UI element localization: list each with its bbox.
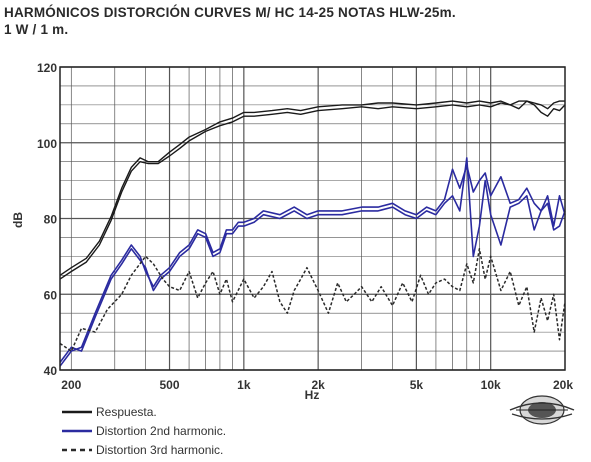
- x-axis-label: Hz: [305, 388, 320, 402]
- x-tick-label: 5k: [410, 378, 424, 392]
- series-line-4: [59, 157, 566, 363]
- legend-label: Respuesta.: [96, 405, 157, 419]
- series-line-3: [59, 164, 566, 367]
- legend-label: Distortion 3rd harmonic.: [96, 443, 223, 457]
- series-line-2: [59, 100, 566, 280]
- title-block: HARMÓNICOS DISTORCIÓN CURVES M/ HC 14-25…: [4, 4, 456, 38]
- series-line-5: [59, 248, 566, 352]
- plot-frame: [59, 66, 566, 371]
- x-tick-label: 500: [160, 378, 180, 392]
- y-tick-label: 60: [44, 288, 58, 302]
- chart-title: HARMÓNICOS DISTORCIÓN CURVES M/ HC 14-25…: [4, 5, 456, 20]
- y-tick-label: 100: [37, 137, 57, 151]
- y-tick-label: 80: [44, 213, 58, 227]
- y-tick-label: 120: [37, 61, 57, 75]
- legend-label: Distortion 2nd harmonic.: [96, 424, 226, 438]
- legend: Respuesta. Distortion 2nd harmonic. Distor…: [62, 405, 226, 457]
- y-tick-label: 40: [44, 364, 58, 378]
- y-tick-labels: 40 60 80 100 120: [37, 61, 57, 378]
- x-tick-label: 20k: [553, 378, 573, 392]
- x-tick-label: 1k: [237, 378, 251, 392]
- chart-series: [59, 100, 566, 367]
- y-axis-label: dB: [11, 212, 25, 228]
- x-tick-label: 10k: [481, 378, 501, 392]
- brand-emblem-icon: [509, 395, 575, 425]
- series-line-1: [59, 100, 565, 276]
- chart-subtitle: 1 W / 1 m.: [4, 22, 69, 37]
- x-tick-labels: 200 500 1k 2k 5k 10k 20k: [61, 378, 573, 392]
- x-tick-label: 200: [61, 378, 81, 392]
- x-tick-label: 2k: [311, 378, 325, 392]
